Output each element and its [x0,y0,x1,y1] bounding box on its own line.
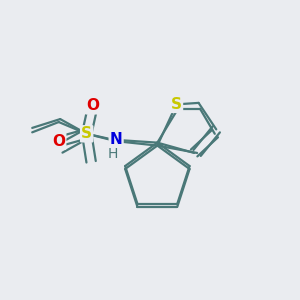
Text: O: O [86,98,99,113]
Text: O: O [52,134,65,149]
Text: S: S [171,97,182,112]
Text: S: S [81,126,92,141]
Text: H: H [108,147,119,161]
Text: N: N [110,132,122,147]
